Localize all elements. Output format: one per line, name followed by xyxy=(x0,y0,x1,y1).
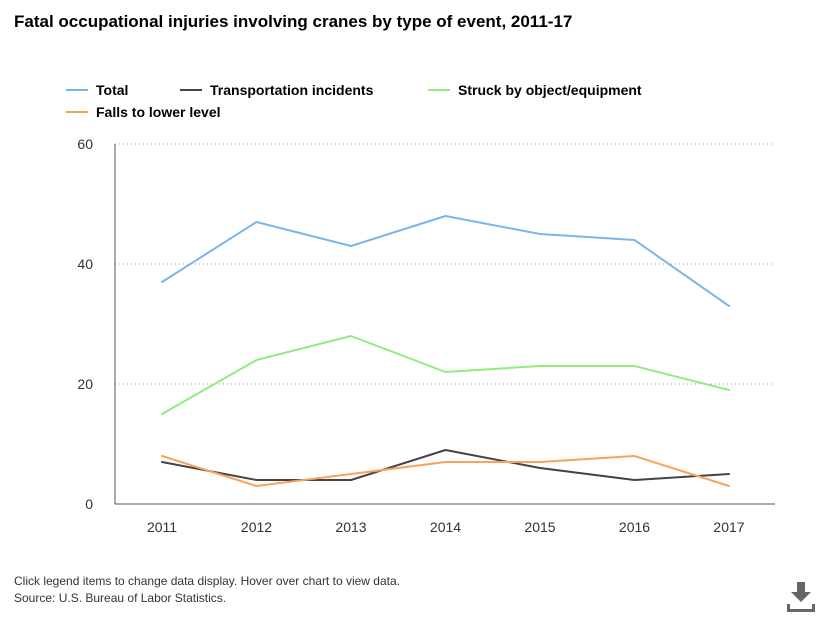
data-point-total xyxy=(254,219,260,225)
legend-label-struck: Struck by object/equipment xyxy=(458,82,642,98)
download-icon[interactable] xyxy=(785,580,817,614)
data-point-falls xyxy=(537,459,543,465)
legend-swatch-struck xyxy=(428,89,450,91)
data-point-total xyxy=(159,279,165,285)
y-tick-label: 20 xyxy=(77,376,93,392)
x-tick-label: 2017 xyxy=(713,519,744,535)
data-point-total xyxy=(443,213,449,219)
series-line-falls xyxy=(161,455,730,487)
data-point-struck xyxy=(159,411,165,417)
series-line-transportation xyxy=(161,449,730,481)
legend-label-falls: Falls to lower level xyxy=(96,104,221,120)
data-point-struck xyxy=(726,387,732,393)
data-point-struck xyxy=(254,357,260,363)
legend-swatch-total xyxy=(66,89,88,91)
x-tick-label: 2012 xyxy=(241,519,272,535)
legend-label-transportation: Transportation incidents xyxy=(210,82,374,98)
series-line-total xyxy=(161,215,730,307)
series-line-struck xyxy=(161,335,730,415)
data-point-transportation xyxy=(159,459,165,465)
data-point-struck xyxy=(537,363,543,369)
y-tick-label: 40 xyxy=(77,256,93,272)
y-tick-label: 0 xyxy=(85,496,93,512)
y-tick-label: 60 xyxy=(77,136,93,152)
data-point-falls xyxy=(159,453,165,459)
footer-source: Source: U.S. Bureau of Labor Statistics. xyxy=(14,591,227,605)
data-point-falls xyxy=(348,471,354,477)
chart-title: Fatal occupational injuries involving cr… xyxy=(14,12,573,31)
x-tick-label: 2011 xyxy=(147,519,177,535)
legend-item-struck[interactable]: Struck by object/equipment xyxy=(428,82,642,98)
data-point-transportation xyxy=(443,447,449,453)
data-point-transportation xyxy=(632,477,638,483)
data-point-total xyxy=(348,243,354,249)
legend-swatch-falls xyxy=(66,111,88,113)
legend-label-total: Total xyxy=(96,82,129,98)
x-tick-label: 2016 xyxy=(619,519,650,535)
data-point-struck xyxy=(632,363,638,369)
data-point-total xyxy=(726,303,732,309)
data-point-total xyxy=(537,231,543,237)
x-tick-label: 2015 xyxy=(524,519,555,535)
legend-swatch-transportation xyxy=(180,89,202,91)
data-point-total xyxy=(632,237,638,243)
x-tick-label: 2013 xyxy=(335,519,366,535)
data-point-transportation xyxy=(537,465,543,471)
data-point-transportation xyxy=(254,477,260,483)
data-point-struck xyxy=(348,333,354,339)
data-point-falls xyxy=(632,453,638,459)
data-point-transportation xyxy=(726,471,732,477)
footer-note: Click legend items to change data displa… xyxy=(14,574,400,588)
x-tick-label: 2014 xyxy=(430,519,461,535)
data-point-transportation xyxy=(348,477,354,483)
data-point-struck xyxy=(443,369,449,375)
legend-item-falls[interactable]: Falls to lower level xyxy=(66,104,221,120)
chart-footer: Click legend items to change data displa… xyxy=(14,573,400,607)
data-point-falls xyxy=(254,483,260,489)
legend-item-transportation[interactable]: Transportation incidents xyxy=(180,82,373,98)
data-point-falls xyxy=(443,459,449,465)
data-point-falls xyxy=(726,483,732,489)
legend-item-total[interactable]: Total xyxy=(66,82,128,98)
line-chart[interactable]: 0 20 40 60 2011 2012 2013 2014 2015 2016 2017 xyxy=(0,0,833,560)
